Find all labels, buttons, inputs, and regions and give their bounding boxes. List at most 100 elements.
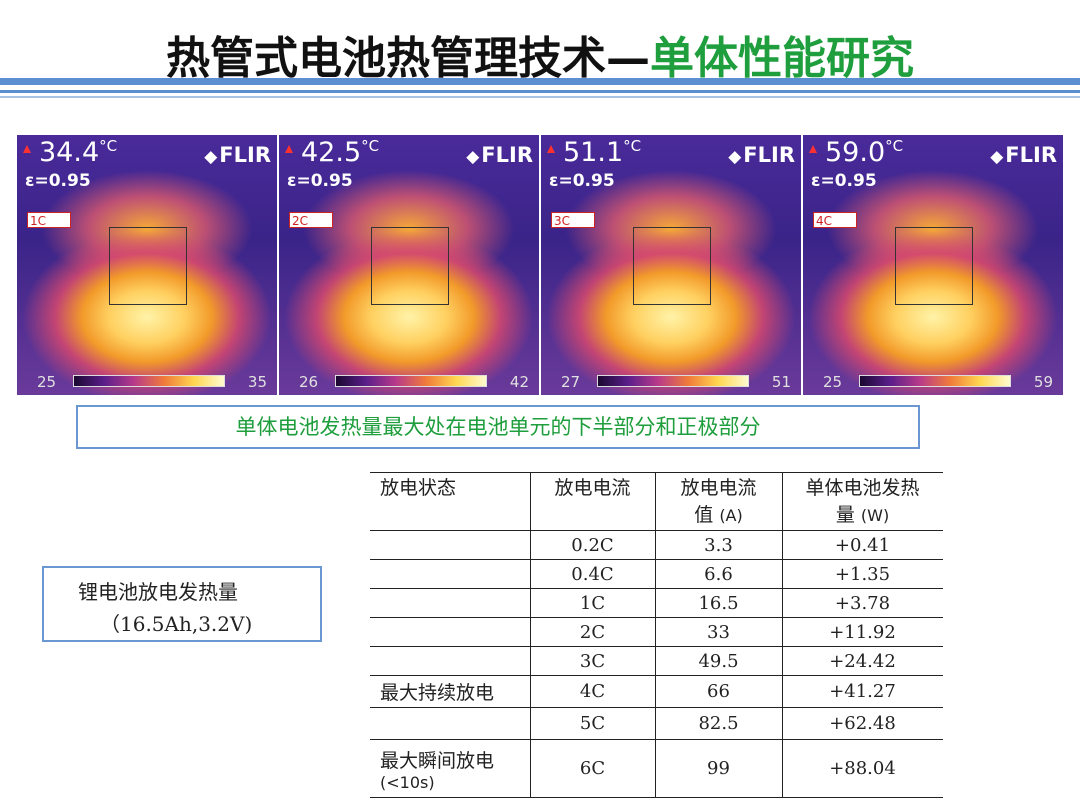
cell-rate: 2C bbox=[530, 617, 656, 647]
scale-max: 42 bbox=[509, 373, 529, 391]
header-rule-mid bbox=[0, 90, 1080, 93]
max-temp-arrow-icon bbox=[809, 145, 817, 153]
battery-spec-title: 锂电池放电发热量 bbox=[78, 580, 238, 604]
cell-current: 6.6 bbox=[655, 559, 783, 589]
table-row: 0.4C 6.6 +1.35 bbox=[370, 559, 943, 589]
table-header-row: 放电状态 放电电流 放电电流值 (A) 单体电池发热量 (W) bbox=[370, 472, 943, 531]
table-row: 2C 33 +11.92 bbox=[370, 617, 943, 647]
cell-state bbox=[370, 530, 531, 560]
measurement-box bbox=[109, 227, 187, 305]
max-temp-readout: 34.4°C bbox=[39, 137, 118, 168]
title-dash: — bbox=[606, 33, 650, 84]
thermal-image-4c: 59.0°C ε=0.95 ◆FLIR 4C 25 59 bbox=[803, 135, 1063, 395]
table-row: 1C 16.5 +3.78 bbox=[370, 588, 943, 618]
battery-spec-params: （16.5Ah,3.2V) bbox=[100, 612, 253, 636]
battery-spec-box: 锂电池放电发热量 （16.5Ah,3.2V) bbox=[42, 566, 322, 642]
thermal-heatmap bbox=[279, 135, 539, 395]
color-scale-bar bbox=[335, 375, 487, 387]
title-main: 热管式电池热管理技术 bbox=[166, 33, 606, 84]
header-discharge-rate: 放电电流 bbox=[530, 472, 656, 531]
measurement-box bbox=[895, 227, 973, 305]
flir-logo: ◆FLIR bbox=[728, 143, 795, 167]
rate-label: 1C bbox=[27, 212, 71, 228]
rate-label: 3C bbox=[551, 212, 595, 228]
cell-rate: 1C bbox=[530, 588, 656, 618]
header-current-value: 放电电流值 (A) bbox=[655, 472, 783, 531]
color-scale-bar bbox=[73, 375, 225, 387]
finding-callout: 单体电池发热量最大处在电池单元的下半部分和正极部分 bbox=[76, 405, 920, 449]
cell-heat: +11.92 bbox=[782, 617, 943, 647]
flir-diamond-icon: ◆ bbox=[204, 147, 218, 167]
flir-diamond-icon: ◆ bbox=[728, 147, 742, 167]
page-title: 热管式电池热管理技术—单体性能研究 bbox=[0, 22, 1080, 86]
cell-heat: +3.78 bbox=[782, 588, 943, 618]
flir-diamond-icon: ◆ bbox=[466, 147, 480, 167]
thermal-image-3c: 51.1°C ε=0.95 ◆FLIR 3C 27 51 bbox=[541, 135, 801, 395]
cell-rate: 0.4C bbox=[530, 559, 656, 589]
measurement-box bbox=[371, 227, 449, 305]
header-rule-thin bbox=[0, 96, 1080, 98]
table-row: 3C 49.5 +24.42 bbox=[370, 646, 943, 676]
cell-current: 3.3 bbox=[655, 530, 783, 560]
color-scale-bar bbox=[597, 375, 749, 387]
thermal-image-1c: 34.4°C ε=0.95 ◆FLIR 1C 25 35 bbox=[17, 135, 277, 395]
heat-generation-table: 放电状态 放电电流 放电电流值 (A) 单体电池发热量 (W) 0.2C 3.3… bbox=[370, 472, 943, 798]
emissivity: ε=0.95 bbox=[287, 171, 353, 191]
cell-state: 最大瞬间放电 (<10s) bbox=[370, 739, 531, 798]
table-row: 5C 82.5 +62.48 bbox=[370, 707, 943, 740]
cell-current: 33 bbox=[655, 617, 783, 647]
scale-max: 59 bbox=[1033, 373, 1053, 391]
thermal-heatmap bbox=[17, 135, 277, 395]
rate-label: 2C bbox=[289, 212, 333, 228]
max-temp-arrow-icon bbox=[23, 145, 31, 153]
max-temp-arrow-icon bbox=[547, 145, 555, 153]
flir-logo: ◆FLIR bbox=[466, 143, 533, 167]
max-temp-readout: 51.1°C bbox=[563, 137, 642, 168]
cell-rate: 6C bbox=[530, 739, 656, 798]
scale-min: 25 bbox=[37, 373, 57, 391]
thermal-heatmap bbox=[541, 135, 801, 395]
cell-state bbox=[370, 617, 531, 647]
scale-min: 27 bbox=[561, 373, 581, 391]
cell-current: 66 bbox=[655, 675, 783, 708]
cell-current: 16.5 bbox=[655, 588, 783, 618]
cell-current: 82.5 bbox=[655, 707, 783, 740]
header-discharge-state: 放电状态 bbox=[370, 472, 531, 531]
max-temp-readout: 42.5°C bbox=[301, 137, 380, 168]
header-rule-thick bbox=[0, 78, 1080, 85]
cell-state: 最大持续放电 bbox=[370, 675, 531, 708]
cell-rate: 0.2C bbox=[530, 530, 656, 560]
table-row: 最大瞬间放电 (<10s) 6C 99 +88.04 bbox=[370, 739, 943, 798]
flir-diamond-icon: ◆ bbox=[990, 147, 1004, 167]
header-heat-generation: 单体电池发热量 (W) bbox=[782, 472, 943, 531]
scale-max: 35 bbox=[247, 373, 267, 391]
cell-heat: +62.48 bbox=[782, 707, 943, 740]
cell-state bbox=[370, 588, 531, 618]
emissivity: ε=0.95 bbox=[811, 171, 877, 191]
scale-max: 51 bbox=[771, 373, 791, 391]
flir-logo: ◆FLIR bbox=[204, 143, 271, 167]
scale-min: 25 bbox=[823, 373, 843, 391]
emissivity: ε=0.95 bbox=[25, 171, 91, 191]
thermal-heatmap bbox=[803, 135, 1063, 395]
title-sub: 单体性能研究 bbox=[650, 33, 914, 84]
rate-label: 4C bbox=[813, 212, 857, 228]
max-temp-arrow-icon bbox=[285, 145, 293, 153]
cell-state bbox=[370, 646, 531, 676]
table-row: 0.2C 3.3 +0.41 bbox=[370, 530, 943, 560]
cell-state bbox=[370, 707, 531, 740]
flir-logo: ◆FLIR bbox=[990, 143, 1057, 167]
cell-heat: +0.41 bbox=[782, 530, 943, 560]
cell-rate: 4C bbox=[530, 675, 656, 708]
cell-heat: +88.04 bbox=[782, 739, 943, 798]
cell-state-note: (<10s) bbox=[380, 772, 435, 792]
cell-rate: 3C bbox=[530, 646, 656, 676]
color-scale-bar bbox=[859, 375, 1011, 387]
cell-current: 49.5 bbox=[655, 646, 783, 676]
table-row: 最大持续放电 4C 66 +41.27 bbox=[370, 675, 943, 708]
measurement-box bbox=[633, 227, 711, 305]
max-temp-readout: 59.0°C bbox=[825, 137, 904, 168]
cell-heat: +1.35 bbox=[782, 559, 943, 589]
cell-state bbox=[370, 559, 531, 589]
cell-heat: +41.27 bbox=[782, 675, 943, 708]
